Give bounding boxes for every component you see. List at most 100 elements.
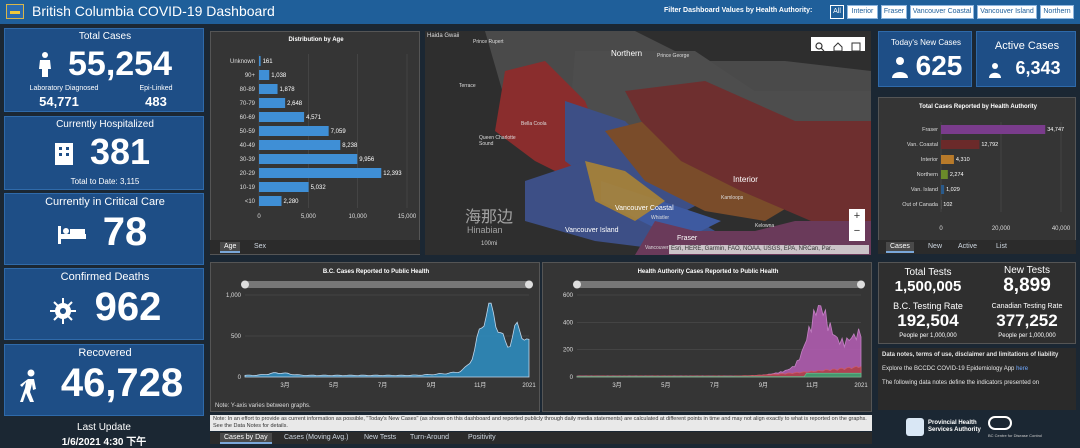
tab-active[interactable]: Active — [958, 243, 977, 250]
ha-x-tick: 20,000 — [992, 226, 1011, 232]
filter-vancouver-coastal[interactable]: Vancouver Coastal — [910, 5, 974, 19]
slider-handle-start — [573, 281, 581, 289]
epi-app-link[interactable]: here — [1016, 366, 1028, 372]
people-icon — [35, 51, 55, 77]
ha-category-label: Out of Canada — [902, 202, 939, 208]
bc-cases-title: B.C. Cases Reported to Public Health — [211, 269, 541, 275]
age-bar — [259, 126, 329, 136]
ca-rate-label: Canadian Testing Rate — [977, 303, 1077, 310]
tab-moving-avg[interactable]: Cases (Moving Avg.) — [284, 434, 348, 441]
map-attribution: Esri, HERE, Garmin, FAO, NOAA, USGS, EPA… — [669, 245, 869, 254]
ha-value-label: 4,310 — [956, 157, 970, 163]
tab-turn-around[interactable]: Turn-Around — [410, 434, 449, 441]
layers-icon[interactable] — [851, 39, 861, 49]
hospitalized-total: Total to Date: 3,115 — [5, 177, 205, 186]
zoom-out-button[interactable]: − — [849, 224, 865, 239]
age-bar — [259, 70, 269, 80]
last-update-box: Last Update 1/6/2021 4:30 下午 — [4, 420, 204, 444]
age-bar — [259, 98, 285, 108]
filter-fraser[interactable]: Fraser — [881, 5, 907, 19]
y-tick: 600 — [563, 293, 574, 299]
age-value-label: 12,393 — [383, 171, 402, 177]
phsa-logo-line2: Services Authority — [928, 427, 981, 433]
filter-interior[interactable]: Interior — [847, 5, 878, 19]
filter-all[interactable]: All — [830, 5, 844, 19]
watermark-en: Hinabian — [467, 225, 503, 235]
tab-cases[interactable]: Cases — [886, 242, 914, 253]
zoom-in-button[interactable]: + — [849, 209, 865, 224]
map-label-vancouver: Vancouver — [645, 245, 669, 251]
bc-rate-unit: People per 1,000,000 — [879, 333, 977, 339]
recovered-value: 46,728 — [43, 361, 201, 406]
app-title: British Columbia COVID-19 Dashboard — [32, 3, 275, 19]
deaths-panel: Confirmed Deaths 962 — [4, 268, 204, 340]
ca-rate-value: 377,252 — [977, 311, 1077, 331]
x-tick: 2021 — [854, 383, 868, 389]
filter-vancouver-island[interactable]: Vancouver Island — [977, 5, 1037, 19]
critical-care-panel: Currently in Critical Care 78 — [4, 193, 204, 265]
y-tick: 200 — [563, 348, 574, 354]
filter-northern[interactable]: Northern — [1040, 5, 1074, 19]
age-bar — [259, 112, 304, 122]
map-label-terrace-area: Haida Gwaii — [427, 33, 459, 39]
bc-shape-icon — [906, 418, 924, 436]
data-notes-line1: Explore the BCCDC COVID-19 Epidemiology … — [882, 366, 1014, 372]
new-cases-value: 625 — [909, 50, 969, 82]
home-icon[interactable] — [833, 39, 843, 49]
active-cases-value: 6,343 — [1003, 58, 1073, 79]
phsa-logo-line1: Provincial Health — [928, 420, 977, 426]
zoom-control: + − — [849, 209, 865, 241]
map-label-haida-gwaii: Terrace — [459, 83, 476, 89]
map-label-queen-charlotte: Queen Charlotte Sound — [479, 135, 519, 147]
slider-handle-start — [241, 281, 249, 289]
data-notes-panel[interactable]: Data notes, terms of use, disclaimer and… — [878, 348, 1076, 410]
tab-list[interactable]: List — [996, 243, 1007, 250]
lab-diagnosed-value: 54,771 — [9, 94, 109, 109]
age-bar — [259, 154, 357, 164]
x-tick: 11月 — [806, 382, 818, 389]
x-tick: 9月 — [759, 382, 768, 389]
age-bar — [259, 84, 278, 94]
map-label-interior: Interior — [733, 175, 758, 184]
ha-category-label: Van. Coastal — [907, 142, 938, 148]
last-update-label: Last Update — [4, 422, 204, 433]
search-icon[interactable] — [815, 39, 825, 49]
tab-positivity[interactable]: Positivity — [468, 434, 496, 441]
tab-sex[interactable]: Sex — [254, 243, 266, 250]
total-cases-panel: Total Cases 55,254 Laboratory Diagnosed … — [4, 28, 204, 112]
hospitalized-label: Currently Hospitalized — [5, 119, 205, 130]
map-label-vancouver-coastal: Vancouver Coastal — [615, 205, 674, 212]
x-tick: 3月 — [280, 382, 289, 389]
tab-cases-by-day[interactable]: Cases by Day — [220, 433, 272, 444]
tab-new[interactable]: New — [928, 243, 942, 250]
tab-new-tests[interactable]: New Tests — [364, 434, 396, 441]
chart-tabs: Cases by Day Cases (Moving Avg.) New Tes… — [210, 432, 872, 444]
new-tests-value: 8,899 — [977, 275, 1077, 297]
ha-x-tick: 0 — [939, 226, 943, 232]
epi-linked-label: Epi-Linked — [121, 85, 191, 92]
age-value-label: 7,059 — [331, 129, 347, 135]
recovered-label: Recovered — [5, 347, 205, 359]
x-tick: 5月 — [329, 382, 338, 389]
ha-bar — [941, 125, 1045, 134]
active-cases-panel: Active Cases 6,343 — [976, 31, 1076, 87]
age-value-label: 1,878 — [280, 87, 296, 93]
tests-panel: Total Tests 1,500,005 New Tests 8,899 B.… — [878, 262, 1076, 344]
last-update-value: 1/6/2021 4:30 下午 — [4, 433, 204, 448]
x-tick: 3月 — [612, 382, 621, 389]
total-tests-value: 1,500,005 — [879, 278, 977, 295]
bc-rate-value: 192,504 — [879, 311, 977, 331]
age-chart-title: Distribution by Age — [211, 37, 421, 43]
hospitalized-value: 381 — [75, 131, 165, 173]
map-view[interactable]: Haida Gwaii Northern Prince George Princ… — [425, 31, 871, 255]
new-cases-panel: Today's New Cases 625 — [878, 31, 972, 87]
age-category-label: 20-29 — [240, 171, 256, 177]
new-cases-label: Today's New Cases — [879, 38, 973, 47]
age-value-label: 161 — [263, 59, 274, 65]
tab-age[interactable]: Age — [220, 242, 240, 253]
ha-value-label: 1,029 — [946, 187, 960, 193]
y-tick: 500 — [231, 334, 242, 340]
header-bar: British Columbia COVID-19 Dashboard Filt… — [0, 0, 1080, 24]
